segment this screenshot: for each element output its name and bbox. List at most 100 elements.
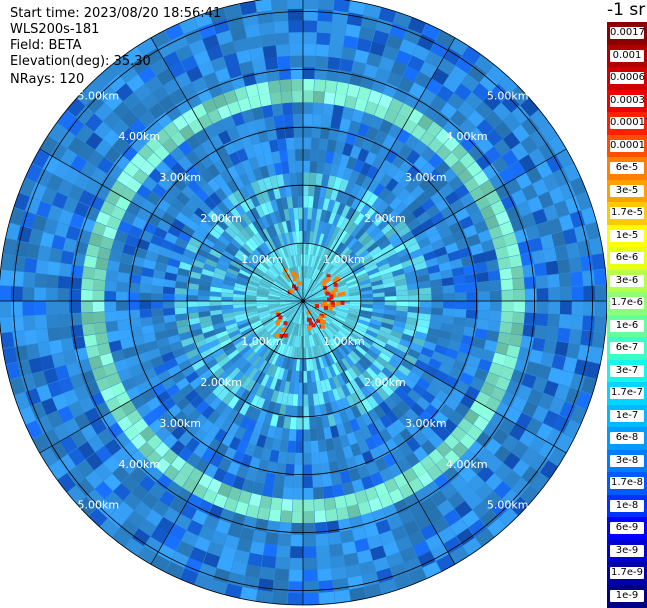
range-bin: [449, 65, 468, 84]
range-bin: [369, 275, 383, 283]
range-bin: [388, 232, 401, 244]
range-bin: [378, 187, 392, 201]
range-bin: [278, 274, 288, 285]
range-bin: [358, 26, 376, 42]
range-bin: [309, 358, 314, 371]
range-bin: [332, 335, 343, 347]
range-bin: [376, 334, 389, 344]
range-bin: [257, 288, 270, 294]
range-bin: [142, 258, 157, 270]
range-bin: [303, 324, 305, 337]
range-bin: [356, 272, 369, 280]
range-bin: [282, 173, 291, 186]
hotspot-cell: [337, 292, 342, 297]
range-bin: [234, 313, 247, 320]
range-bin: [255, 191, 266, 205]
ring-label: 2.00km: [364, 376, 406, 389]
range-bin: [483, 249, 498, 262]
range-bin: [267, 238, 277, 251]
range-bin: [317, 20, 332, 34]
hotspot-cell: [336, 301, 341, 306]
range-bin: [191, 76, 208, 93]
range-bin: [444, 213, 460, 227]
range-bin: [380, 322, 394, 330]
range-bin: [244, 196, 256, 210]
range-bin: [511, 396, 528, 413]
range-bin: [280, 303, 292, 308]
range-bin: [301, 265, 303, 278]
range-bin: [136, 184, 152, 200]
range-bin: [511, 441, 529, 459]
range-bin: [351, 364, 362, 377]
range-bin: [118, 262, 132, 274]
range-bin: [378, 400, 392, 415]
range-bin: [114, 431, 131, 449]
range-bin: [202, 34, 220, 50]
range-bin: [303, 394, 309, 407]
range-bin: [139, 301, 152, 310]
range-bin: [63, 389, 79, 406]
range-bin: [224, 583, 243, 599]
range-bin: [104, 311, 117, 322]
range-bin: [261, 348, 272, 360]
range-bin: [409, 503, 426, 520]
colorbar-tick-label: 1e-5: [610, 229, 644, 242]
range-bin: [425, 78, 443, 95]
range-bin: [311, 381, 318, 395]
range-bin: [349, 72, 364, 87]
range-bin: [270, 91, 282, 105]
range-bin: [396, 188, 411, 202]
range-bin: [467, 109, 485, 128]
range-bin: [279, 149, 289, 163]
range-bin: [14, 391, 31, 410]
range-bin: [339, 328, 351, 338]
range-bin: [248, 222, 259, 235]
range-bin: [303, 301, 311, 311]
range-bin: [411, 124, 427, 140]
hotspot-cell: [321, 320, 326, 325]
range-bin: [263, 412, 273, 426]
range-bin: [244, 392, 256, 406]
range-bin: [325, 327, 335, 338]
range-bin: [227, 15, 245, 30]
range-bin: [460, 394, 476, 409]
range-bin: [331, 320, 343, 329]
range-bin: [255, 384, 265, 398]
range-bin: [303, 277, 306, 290]
range-bin: [251, 234, 262, 247]
range-bin: [535, 313, 549, 327]
range-bin: [428, 358, 442, 370]
range-bin: [199, 168, 214, 183]
range-bin: [22, 272, 36, 287]
range-bin: [225, 271, 238, 280]
range-bin: [264, 240, 274, 252]
range-bin: [113, 483, 131, 501]
range-bin: [207, 108, 222, 124]
range-bin: [379, 173, 393, 188]
range-bin: [480, 509, 499, 528]
range-bin: [525, 225, 541, 241]
range-bin: [317, 245, 324, 258]
range-bin: [163, 168, 179, 184]
range-bin: [414, 513, 432, 530]
range-bin: [539, 122, 558, 142]
range-bin: [190, 193, 204, 208]
range-bin: [390, 562, 408, 579]
colorbar-swatch: 1.7e-8: [607, 472, 647, 495]
range-bin: [374, 130, 388, 145]
range-bin: [220, 405, 233, 419]
range-bin: [384, 296, 397, 301]
range-bin: [303, 301, 313, 309]
range-bin: [57, 179, 74, 197]
range-bin: [67, 447, 86, 466]
range-bin: [314, 369, 321, 382]
range-bin: [425, 204, 441, 218]
range-bin: [435, 390, 451, 404]
colorbar-tick-label: 0.00017: [610, 117, 647, 130]
range-bin: [49, 142, 68, 161]
range-bin: [286, 393, 294, 406]
range-bin: [271, 150, 281, 164]
ring-label: 5.00km: [487, 89, 529, 102]
range-bin: [562, 356, 578, 374]
range-bin: [281, 197, 289, 210]
